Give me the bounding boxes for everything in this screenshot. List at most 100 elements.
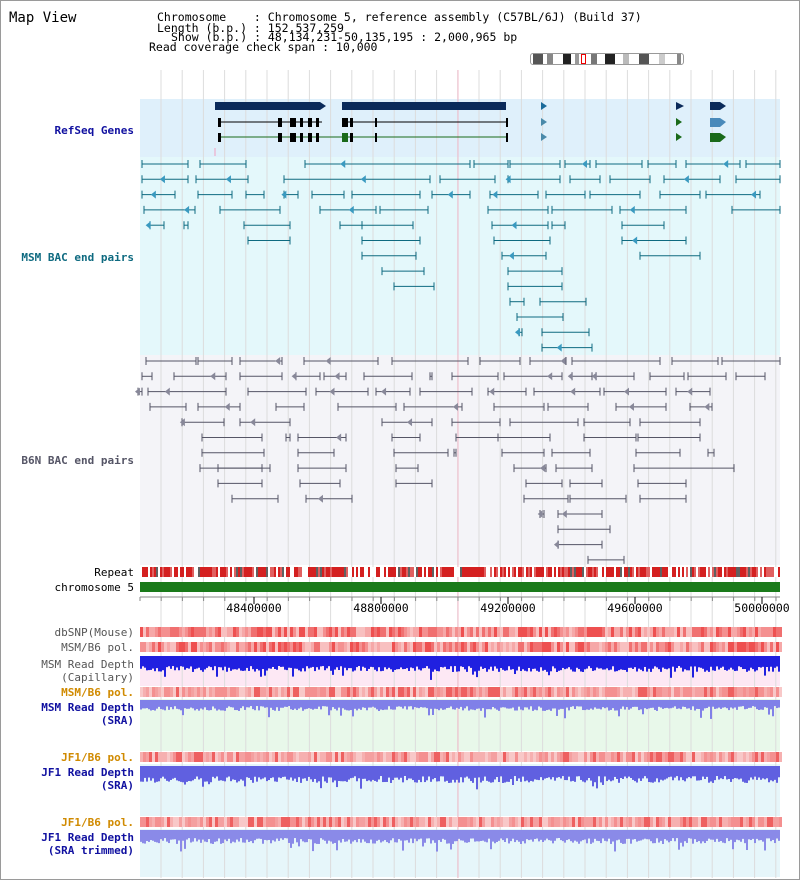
track-label-dbsnp[interactable]: dbSNP(Mouse) [54, 626, 134, 639]
repeat-segment [178, 567, 180, 577]
depth-bar [238, 700, 240, 711]
depth-bar [660, 656, 662, 672]
depth-bar [270, 656, 272, 669]
heat-cell [212, 752, 215, 762]
depth-bar [440, 700, 442, 709]
heat-cell [446, 627, 449, 637]
depth-bar [618, 656, 620, 671]
heat-cell [425, 627, 428, 637]
track-label-repeat[interactable]: Repeat [94, 566, 134, 579]
repeat-segment [756, 567, 758, 577]
heat-cell [680, 642, 683, 652]
depth-bar [540, 766, 542, 778]
repeat-segment [424, 567, 426, 577]
heat-cell [707, 642, 710, 652]
depth-bar [172, 766, 174, 779]
depth-bar [544, 766, 546, 779]
heat-cell [194, 752, 197, 762]
track-label-jf1-depth-trimmed[interactable]: JF1 Read Depth [41, 831, 134, 844]
heat-cell [497, 752, 500, 762]
track-label-jf1-pol[interactable]: JF1/B6 pol. [61, 751, 134, 764]
repeat-segment [208, 567, 210, 577]
repeat-segment [324, 567, 326, 577]
heat-cell [500, 627, 503, 637]
depth-bar [490, 700, 492, 710]
depth-bar [620, 656, 622, 670]
depth-bar [328, 656, 330, 667]
heat-cell [356, 752, 359, 762]
heat-cell [158, 687, 161, 697]
heat-cell [611, 752, 614, 762]
depth-bar [248, 766, 250, 778]
depth-bar [436, 830, 438, 852]
depth-bar [750, 766, 752, 778]
depth-bar [250, 656, 252, 667]
track-label-b6n-bac[interactable]: B6N BAC end pairs [21, 454, 134, 467]
track-label-refseq[interactable]: RefSeq Genes [54, 124, 134, 137]
repeat-segment [464, 567, 466, 577]
track-label-msm-depth-sra[interactable]: MSM Read Depth [41, 701, 134, 714]
depth-bar [596, 656, 598, 668]
heat-cell [269, 642, 272, 652]
depth-bar [576, 700, 578, 707]
repeat-segment [752, 567, 754, 577]
chromosome-ideogram[interactable] [530, 53, 684, 65]
depth-bar [694, 766, 696, 777]
depth-bar [722, 830, 724, 843]
depth-bar [758, 700, 760, 711]
heat-cell [422, 817, 425, 827]
depth-bar [378, 766, 380, 780]
heat-cell [245, 642, 248, 652]
depth-bar [572, 766, 574, 781]
heat-cell [593, 627, 596, 637]
track-label-msm-pol-sra[interactable]: MSM/B6 pol. [61, 686, 134, 699]
depth-bar [632, 700, 634, 707]
depth-bar [710, 766, 712, 782]
depth-bar [178, 700, 180, 710]
depth-bar [528, 766, 530, 783]
heat-cell [695, 642, 698, 652]
depth-bar [730, 830, 732, 840]
track-label-msm-pol[interactable]: MSM/B6 pol. [61, 641, 134, 654]
heat-cell [719, 687, 722, 697]
track-label-msm-depth-capillary[interactable]: MSM Read Depth [41, 658, 134, 671]
heat-cell [476, 687, 479, 697]
depth-bar [754, 700, 756, 707]
repeat-segment [640, 567, 642, 577]
repeat-segment [596, 567, 598, 577]
repeat-segment [220, 567, 222, 577]
repeat-segment [776, 567, 778, 577]
depth-bar [518, 656, 520, 667]
depth-bar [154, 766, 156, 783]
depth-bar [408, 700, 410, 707]
depth-bar [668, 656, 670, 669]
depth-bar [718, 766, 720, 780]
depth-bar [512, 700, 514, 708]
repeat-segment [534, 567, 536, 577]
depth-bar [266, 766, 268, 782]
depth-bar [180, 700, 182, 711]
depth-bar [570, 700, 572, 707]
heat-cell [527, 752, 530, 762]
depth-bar [650, 700, 652, 708]
heat-cell [515, 642, 518, 652]
heat-cell [320, 817, 323, 827]
depth-bar [276, 700, 278, 708]
depth-bar [634, 766, 636, 782]
repeat-segment [276, 567, 278, 577]
repeat-segment [614, 567, 616, 577]
track-label-jf1-pol-trimmed[interactable]: JF1/B6 pol. [61, 816, 134, 829]
repeat-segment [342, 567, 344, 577]
repeat-segment [170, 567, 172, 577]
depth-bar [436, 766, 438, 782]
depth-bar [452, 830, 454, 844]
gene-arrow [320, 102, 326, 110]
track-label-msm-bac[interactable]: MSM BAC end pairs [21, 251, 134, 264]
repeat-segment [580, 567, 582, 577]
heat-cell [212, 687, 215, 697]
heat-cell [179, 642, 182, 652]
heat-cell [713, 752, 716, 762]
repeat-segment [778, 567, 780, 577]
track-label-jf1-depth[interactable]: JF1 Read Depth [41, 766, 134, 779]
